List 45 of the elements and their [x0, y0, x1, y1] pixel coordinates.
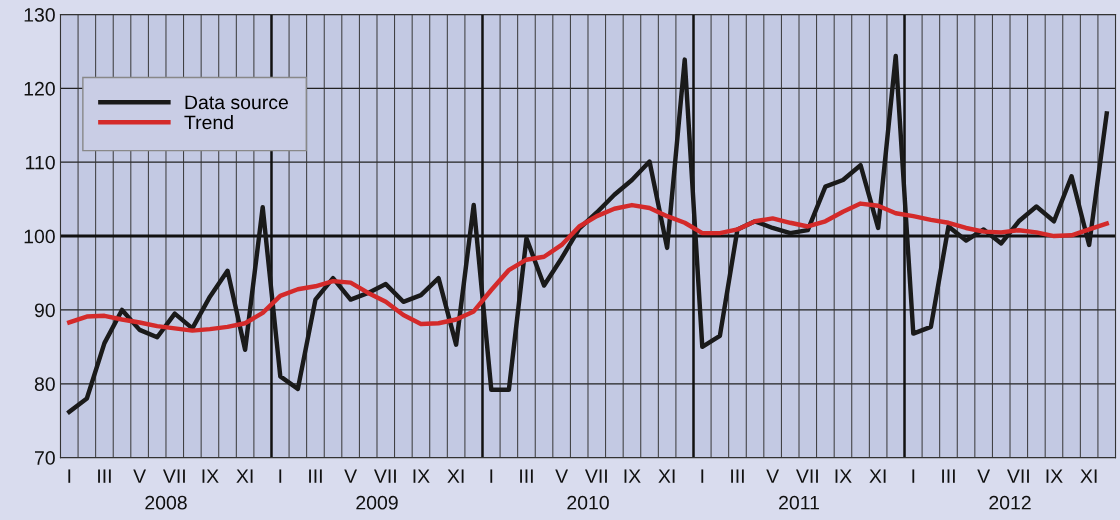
legend-label: Trend	[184, 115, 233, 130]
x-tick-label: I	[490, 469, 493, 483]
x-tick-label: VII	[584, 469, 607, 483]
x-tick-label: IX	[1046, 469, 1063, 483]
x-tick-label: XI	[658, 469, 675, 483]
text: 2010	[567, 495, 609, 510]
x-tick-label: III	[309, 469, 322, 483]
text: 2012	[989, 495, 1031, 510]
y-tick-label: 110	[26, 155, 55, 170]
x-tick-label: I	[912, 469, 915, 483]
x-tick-label: I	[279, 469, 282, 483]
y-tick-label: 120	[24, 81, 55, 96]
y-tick-label: 130	[24, 8, 55, 22]
text: 2008	[145, 495, 187, 510]
x-tick-label: IX	[835, 469, 852, 483]
x-tick-label: V	[133, 469, 147, 483]
x-tick-label: XI	[1080, 469, 1097, 483]
x-tick-label: I	[68, 469, 71, 483]
y-tick-label: 90	[34, 303, 55, 318]
y-tick-label: 100	[24, 229, 55, 244]
y-tick-label: 70	[34, 451, 55, 465]
x-tick-label: III	[731, 469, 744, 483]
x-tick-label: III	[942, 469, 955, 483]
x-tick-label: V	[977, 469, 991, 483]
x-tick-label: V	[344, 469, 358, 483]
x-tick-label: V	[555, 469, 569, 483]
x-tick-label: IX	[413, 469, 430, 483]
legend-label: Data source	[185, 95, 288, 110]
x-tick-label: V	[766, 469, 780, 483]
text: 2009	[356, 495, 398, 510]
x-tick-label: III	[98, 469, 111, 483]
x-tick-label: XI	[869, 469, 886, 483]
x-tick-label: VII	[796, 469, 818, 483]
x-tick-label: VII	[162, 469, 185, 483]
x-tick-label: XI	[447, 469, 464, 483]
x-tick-label: IX	[624, 469, 641, 483]
x-tick-label: VII	[1007, 469, 1029, 483]
x-tick-label: XI	[236, 469, 253, 483]
x-tick-label: VII	[373, 469, 396, 483]
x-tick-label: I	[701, 469, 704, 483]
x-tick-label: IX	[202, 469, 219, 483]
x-tick-label: III	[520, 469, 533, 483]
line-series	[67, 201, 1109, 333]
y-tick-label: 80	[34, 377, 55, 391]
text: 2011	[779, 495, 819, 510]
